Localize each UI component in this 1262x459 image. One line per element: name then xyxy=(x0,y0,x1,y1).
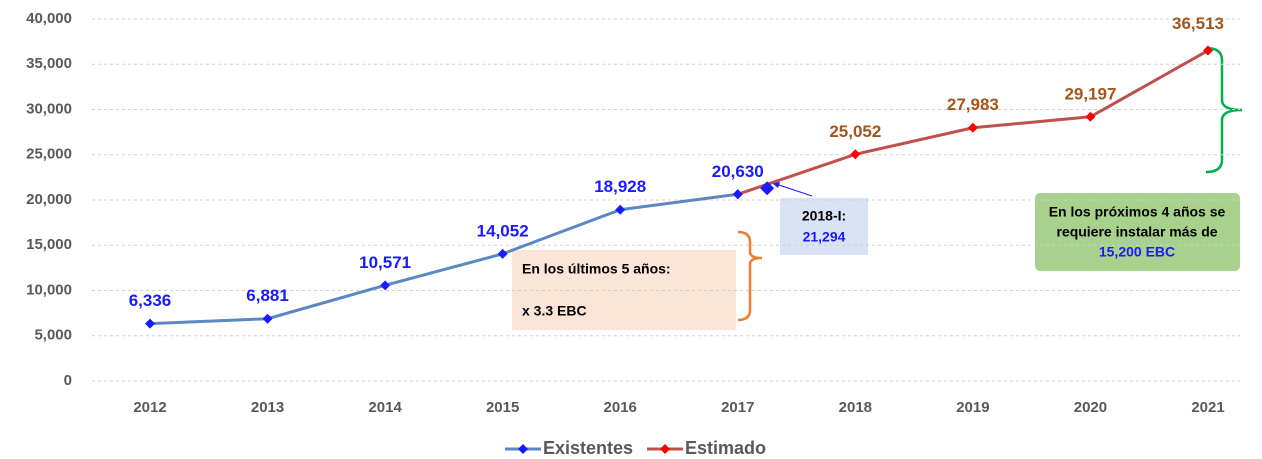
point-box xyxy=(780,198,868,255)
data-label: 27,983 xyxy=(947,95,999,114)
x-tick-label: 2019 xyxy=(956,399,989,416)
note-text: requiere instalar más de xyxy=(1056,224,1217,240)
series-line xyxy=(149,192,738,326)
legend-marker xyxy=(518,444,528,454)
data-label: 36,513 xyxy=(1172,14,1224,33)
brace xyxy=(737,230,763,322)
note-box xyxy=(1035,193,1240,271)
point-title: 2018-I: xyxy=(802,208,846,224)
x-tick-label: 2018 xyxy=(839,399,872,416)
y-tick-label: 25,000 xyxy=(26,146,72,163)
y-tick-label: 20,000 xyxy=(26,191,72,208)
marker xyxy=(1203,45,1213,56)
note-text: x 3.3 EBC xyxy=(522,303,587,319)
x-tick-label: 2015 xyxy=(486,399,519,416)
x-tick-label: 2013 xyxy=(251,399,284,416)
y-tick-label: 5,000 xyxy=(34,327,72,344)
note-text: En los últimos 5 años: xyxy=(522,261,671,277)
marker xyxy=(145,318,155,329)
marker xyxy=(850,149,861,160)
brace xyxy=(1205,46,1243,174)
y-tick-label: 15,000 xyxy=(26,236,72,253)
data-label: 14,052 xyxy=(477,221,529,240)
marker xyxy=(1085,111,1096,122)
data-label: 25,052 xyxy=(829,122,881,141)
marker xyxy=(262,313,273,324)
data-label: 10,571 xyxy=(359,253,411,272)
series-line xyxy=(737,49,1209,196)
y-tick-label: 35,000 xyxy=(26,55,72,72)
data-label: 6,336 xyxy=(129,291,172,310)
x-tick-label: 2014 xyxy=(368,399,402,416)
data-label: 18,928 xyxy=(594,177,646,196)
note-text: 15,200 EBC xyxy=(1099,244,1175,260)
data-label: 6,881 xyxy=(246,286,289,305)
marker xyxy=(732,189,743,200)
note-text: En los próximos 4 años se xyxy=(1049,204,1226,220)
x-tick-label: 2021 xyxy=(1191,399,1224,416)
y-tick-label: 30,000 xyxy=(26,100,72,117)
marker xyxy=(497,248,508,259)
legend-marker xyxy=(660,444,670,454)
arrow xyxy=(775,183,813,197)
data-label: 20,630 xyxy=(712,162,764,181)
marker xyxy=(967,122,978,133)
x-tick-label: 2012 xyxy=(133,399,166,416)
x-tick-label: 2016 xyxy=(604,399,637,416)
y-tick-label: 40,000 xyxy=(26,10,72,27)
marker xyxy=(760,181,775,196)
y-tick-label: 0 xyxy=(64,372,72,389)
x-tick-label: 2017 xyxy=(721,399,754,416)
legend-label: Estimado xyxy=(685,438,766,458)
data-label: 29,197 xyxy=(1064,84,1116,103)
marker xyxy=(380,280,391,291)
point-label: 21,294 xyxy=(803,229,846,245)
marker xyxy=(615,204,626,215)
y-tick-label: 10,000 xyxy=(26,281,72,298)
x-tick-label: 2020 xyxy=(1074,399,1107,416)
legend-label: Existentes xyxy=(543,438,633,458)
